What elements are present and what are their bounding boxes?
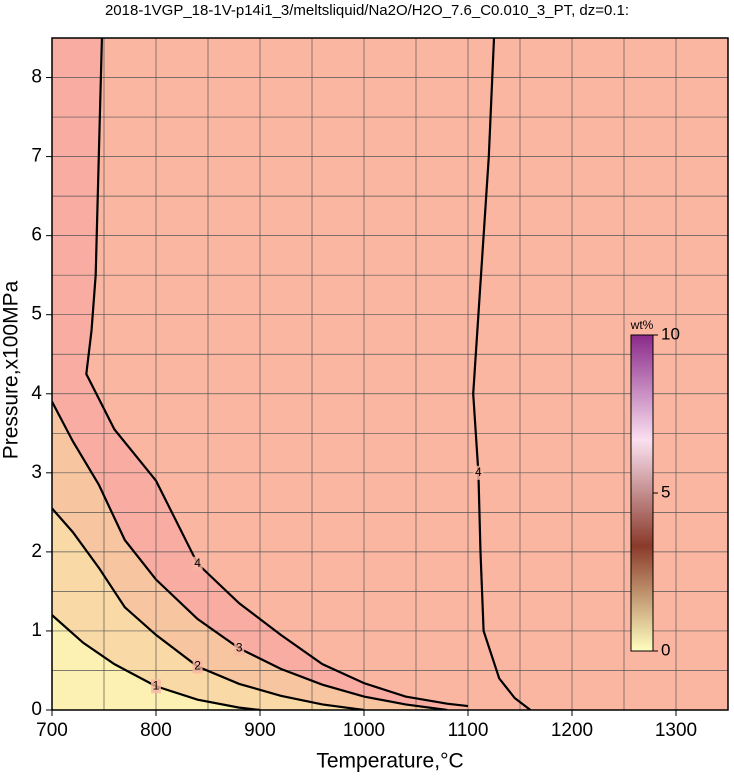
contour-line — [52, 401, 448, 710]
x-tick-label: 800 — [140, 720, 172, 741]
y-tick-label: 7 — [31, 146, 42, 167]
contour-label-bg — [151, 679, 161, 694]
y-tick-label: 1 — [31, 620, 42, 641]
x-tick-label: 700 — [36, 720, 68, 741]
y-tick-label: 2 — [31, 541, 42, 562]
plot-area: 4 4 3 2 1 — [52, 38, 728, 710]
chart-title: 2018-1VGP_18-1V-p14i1_3/meltsliquid/Na2O… — [105, 2, 629, 19]
contour-label-bg — [192, 556, 203, 571]
y-tick-label: 4 — [31, 383, 42, 404]
y-tick-label: 8 — [31, 67, 42, 88]
contour-label: 4 — [194, 556, 201, 570]
y-tick-label: 5 — [31, 304, 42, 325]
colorbar-tick-label: 0 — [661, 640, 670, 659]
colorbar-tick-label: 10 — [661, 324, 680, 343]
y-tick-label: 3 — [31, 462, 42, 483]
colorbar-label: wt% — [630, 318, 654, 332]
contour-label: 2 — [194, 659, 201, 673]
contour-label: 1 — [153, 678, 160, 692]
contour-label: 3 — [236, 641, 243, 655]
x-tick-label: 1000 — [343, 720, 385, 741]
contour-line — [52, 507, 365, 710]
y-axis-label: Pressure,x100MPa — [0, 280, 23, 459]
x-tick-label: 1100 — [448, 720, 489, 741]
contour-label-bg — [234, 641, 245, 656]
contour-fill — [52, 508, 364, 710]
x-tick-label: 1200 — [551, 720, 593, 741]
colorbar — [630, 334, 654, 652]
y-tick-label: 6 — [31, 225, 42, 246]
x-axis-label: Temperature,°C — [316, 750, 463, 773]
contour-label-bg — [473, 465, 484, 480]
y-tick-label: 0 — [31, 699, 42, 720]
contour-label: 4 — [475, 465, 482, 479]
plot-frame — [51, 37, 729, 711]
colorbar-tick-label: 5 — [661, 482, 670, 501]
contour-label-bg — [192, 659, 203, 674]
x-tick-label: 900 — [244, 720, 276, 741]
x-tick-label: 1300 — [655, 720, 697, 741]
